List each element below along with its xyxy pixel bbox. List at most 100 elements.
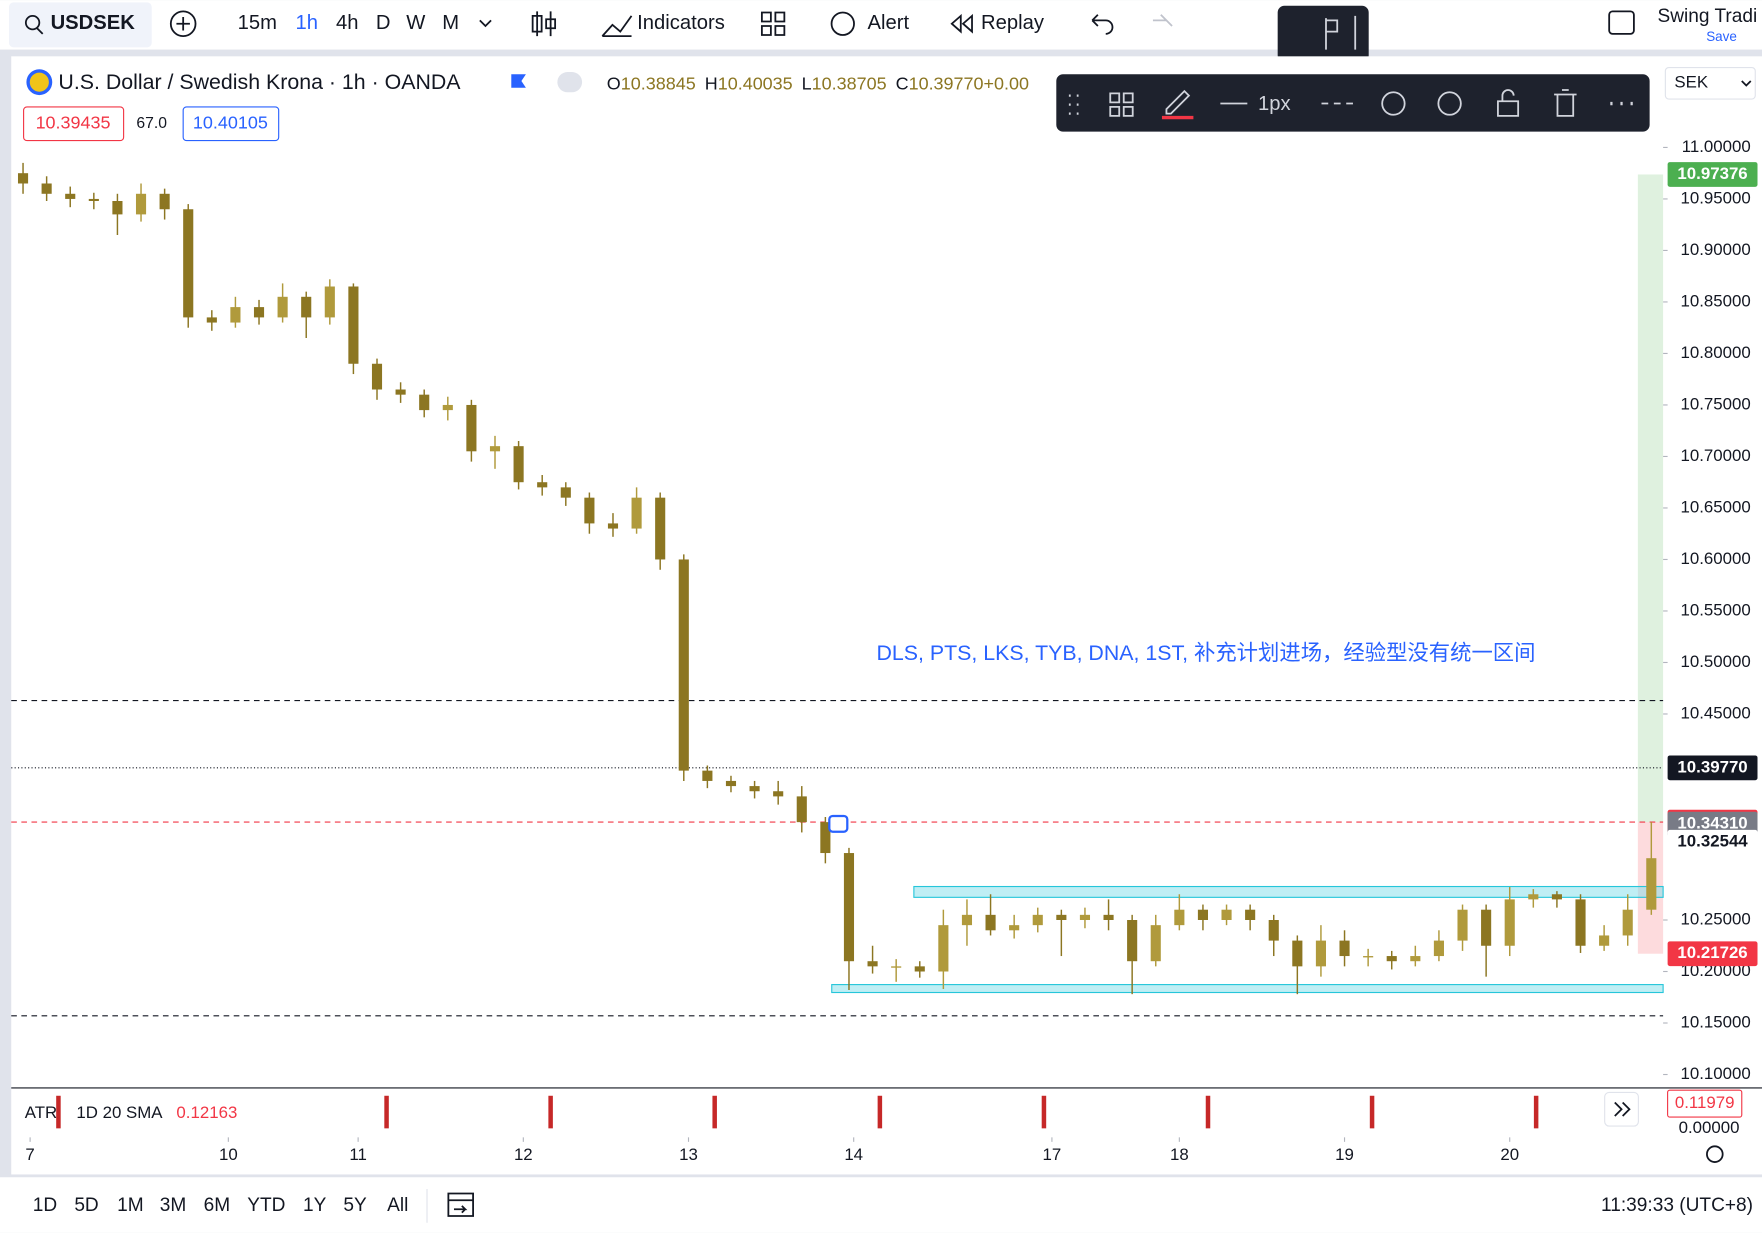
spread: 67.0 [136, 115, 167, 132]
y-tick-label: 10.75000 [1680, 394, 1750, 413]
candle-body [1103, 914, 1114, 920]
candle-body [1410, 956, 1421, 962]
candle-body [773, 791, 784, 797]
candle-body [348, 286, 359, 364]
annotation[interactable]: DLS, PTS, LKS, TYB, DNA, 1ST, 补充计划进场，经验型… [877, 641, 1536, 665]
candle-body [1339, 940, 1350, 957]
candle-body [65, 193, 76, 199]
position-target[interactable] [1637, 174, 1664, 823]
price-label: 10.39770 [1677, 757, 1747, 776]
x-tick-label: 20 [1500, 1145, 1519, 1164]
interval[interactable]: W [406, 12, 426, 34]
range[interactable]: 3M [160, 1195, 187, 1216]
candle-body [1009, 925, 1020, 931]
candle-body [1363, 956, 1374, 958]
candle-body [1504, 899, 1515, 946]
delete[interactable] [1554, 89, 1577, 117]
range[interactable]: All [387, 1195, 408, 1216]
candle-body [1457, 909, 1468, 941]
replay-icon [950, 13, 973, 34]
indicator-bars [56, 1095, 1539, 1129]
candle-body [183, 209, 194, 318]
candle-body [489, 446, 501, 452]
x-tick-label: 11 [349, 1145, 367, 1164]
candle-body [1386, 956, 1397, 962]
range[interactable]: 1D [33, 1195, 57, 1216]
axis-settings[interactable] [1706, 1145, 1724, 1163]
line-width[interactable]: 1px [1258, 93, 1291, 115]
interval[interactable]: M [442, 12, 459, 34]
interval[interactable]: 4h [336, 12, 359, 34]
range[interactable]: 1M [117, 1195, 144, 1216]
ask-box[interactable] [182, 106, 280, 142]
range[interactable]: 5Y [343, 1195, 367, 1216]
zone[interactable] [913, 885, 1664, 898]
alert-add[interactable] [1437, 91, 1462, 116]
interval[interactable]: D [376, 12, 391, 34]
settings[interactable] [1381, 91, 1406, 116]
candle-body [1032, 914, 1043, 926]
x-tick-label: 13 [679, 1145, 698, 1164]
interval[interactable]: 1h [296, 12, 319, 34]
indicator-bar [712, 1095, 717, 1129]
indicator-zero: 0.00000 [1679, 1118, 1740, 1137]
fullscreen[interactable] [1608, 10, 1635, 35]
candle-body [1646, 858, 1657, 910]
currency-select[interactable] [1664, 66, 1756, 100]
x-tick-label: 7 [25, 1145, 34, 1164]
template-icon[interactable] [1109, 92, 1134, 117]
layout-name[interactable]: Swing Tradi [1657, 6, 1757, 27]
candle-body [466, 404, 477, 452]
undo[interactable] [1091, 14, 1114, 35]
ohlc-label: L [802, 73, 812, 93]
ohlc-label: O [607, 73, 621, 93]
indicator-bar [1369, 1095, 1375, 1129]
candle-body [1197, 909, 1209, 920]
chevron [1741, 80, 1752, 87]
ohlc-value: 10.38705 [812, 73, 887, 93]
range[interactable]: 6M [204, 1195, 231, 1216]
redo[interactable] [1152, 14, 1173, 27]
replay[interactable]: Replay [981, 12, 1045, 34]
drag-handle[interactable] [1068, 94, 1079, 115]
add-symbol[interactable] [169, 10, 197, 37]
y-tick-label: 10.55000 [1680, 600, 1750, 619]
range[interactable]: 1Y [303, 1195, 327, 1216]
lock[interactable] [1497, 89, 1520, 117]
indicator-value: 0.12163 [176, 1103, 237, 1122]
candle-body [914, 966, 925, 972]
bottom-bar [0, 1176, 1762, 1233]
zone[interactable] [831, 984, 1664, 994]
interval[interactable]: 15m [238, 12, 277, 34]
alert[interactable]: Alert [868, 12, 910, 34]
chart-type[interactable] [531, 11, 557, 37]
range[interactable]: YTD [247, 1195, 285, 1216]
currency: SEK [1674, 73, 1708, 92]
candle-body [985, 914, 996, 931]
candle-body [1245, 909, 1256, 920]
anchor-handle[interactable] [828, 814, 849, 833]
indicator-bar [877, 1095, 883, 1129]
range[interactable]: 5D [74, 1195, 98, 1216]
clock: 11:39:33 (UTC+8) [1601, 1195, 1753, 1216]
add-icon [176, 16, 190, 31]
candle-body [560, 487, 571, 498]
save[interactable]: Save [1706, 29, 1737, 44]
collapse[interactable] [557, 72, 583, 93]
indicators-icon [601, 15, 633, 37]
indicator-bar [548, 1095, 553, 1129]
interval-menu[interactable] [479, 19, 492, 28]
pencil[interactable] [1165, 89, 1191, 115]
bid-box[interactable] [23, 106, 125, 142]
candle-body [253, 307, 265, 318]
symbol-search[interactable] [8, 2, 152, 48]
templates[interactable] [760, 11, 786, 36]
indicator-params: 1D 20 SMA [76, 1103, 163, 1122]
candle-body [796, 796, 807, 823]
indicators[interactable]: Indicators [637, 12, 725, 34]
mini-toolbar-icon[interactable] [1325, 15, 1357, 50]
price-label: 10.32544 [1677, 832, 1748, 851]
plot: 11.00000 10.95000 10.90000 10.85000 10.80000… [11, 137, 1758, 1164]
date-range[interactable] [447, 1192, 474, 1217]
